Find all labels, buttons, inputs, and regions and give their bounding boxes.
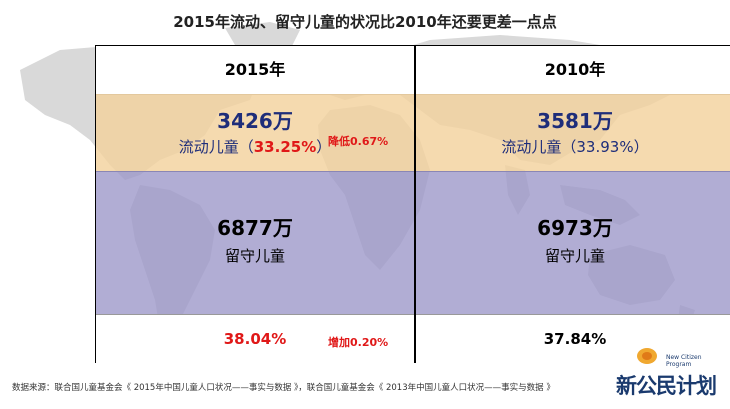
flow-children-pct-2015: 33.25% [253,138,317,156]
left-behind-label-2010: 留守儿童 [544,247,605,265]
left-behind-pct-2010: 37.84% [416,314,730,363]
page-title: 2015年流动、留守儿童的状况比2010年还要更差一点点 [173,13,557,31]
logo-english-text: New Citizen Program [666,354,702,368]
data-source-note: 数据来源：联合国儿童基金会《 2015年中国儿童人口状况——事实与数据 》，联合… [12,383,555,393]
year-header-2010: 2010年 [416,46,730,95]
flow-children-label-2010: 流动儿童（33.93%） [501,138,649,156]
logo-mark-icon [637,348,657,364]
flow-children-count-2015: 3426万 [217,109,293,133]
flow-children-count-2010: 3581万 [537,109,613,133]
left-behind-change-annotation: 增加0.20% [328,336,389,349]
flow-children-block-2015: 3426万 流动儿童（33.25%） [96,94,414,171]
panel-2010: 2010年 3581万 流动儿童（33.93%） 6973万 留守儿童 37.8… [415,45,730,363]
logo-chinese-text: 新公民计划 [616,373,717,398]
panel-2015: 2015年 3426万 流动儿童（33.25%） 6877万 留守儿童 38.0… [95,45,415,363]
logo-sub-line1: New Citizen [666,354,702,361]
left-behind-pct-2015: 38.04% [96,314,414,363]
flow-children-label-2015: 流动儿童（33.25%） [96,136,414,157]
left-behind-children-block-2015: 6877万 留守儿童 [96,171,414,315]
left-behind-children-block-2010: 6973万 留守儿童 [416,171,730,315]
logo-sub-line2: Program [666,361,692,368]
left-behind-count-2015: 6877万 [217,216,293,240]
left-behind-count-2010: 6973万 [537,216,613,240]
new-citizen-program-logo: New Citizen Program 新公民计划 [610,346,725,404]
flow-label-suffix: ） [316,138,332,156]
left-behind-label-2015: 留守儿童 [224,247,285,265]
year-header-2015: 2015年 [96,46,414,95]
flow-label-prefix: 流动儿童（ [178,138,254,156]
flow-children-block-2010: 3581万 流动儿童（33.93%） [416,94,730,171]
flow-change-annotation: 降低0.67% [328,135,389,148]
